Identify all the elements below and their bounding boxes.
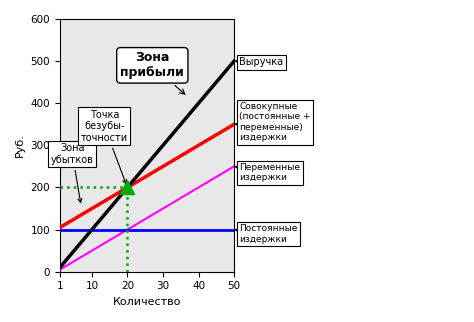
Text: Точка
безубы-
точности: Точка безубы- точности <box>81 109 128 184</box>
Text: Переменные
издержки: Переменные издержки <box>235 163 301 183</box>
Text: Зона
прибыли: Зона прибыли <box>120 51 185 94</box>
Text: Постоянные
издержки: Постоянные издержки <box>235 224 298 243</box>
Text: Совокупные
(постоянные +
переменные)
издержки: Совокупные (постоянные + переменные) изд… <box>235 102 311 142</box>
X-axis label: Количество: Количество <box>113 297 181 307</box>
Y-axis label: Руб.: Руб. <box>15 133 25 157</box>
Text: Зона
убытков: Зона убытков <box>51 143 94 203</box>
Text: Выручка: Выручка <box>235 57 283 67</box>
